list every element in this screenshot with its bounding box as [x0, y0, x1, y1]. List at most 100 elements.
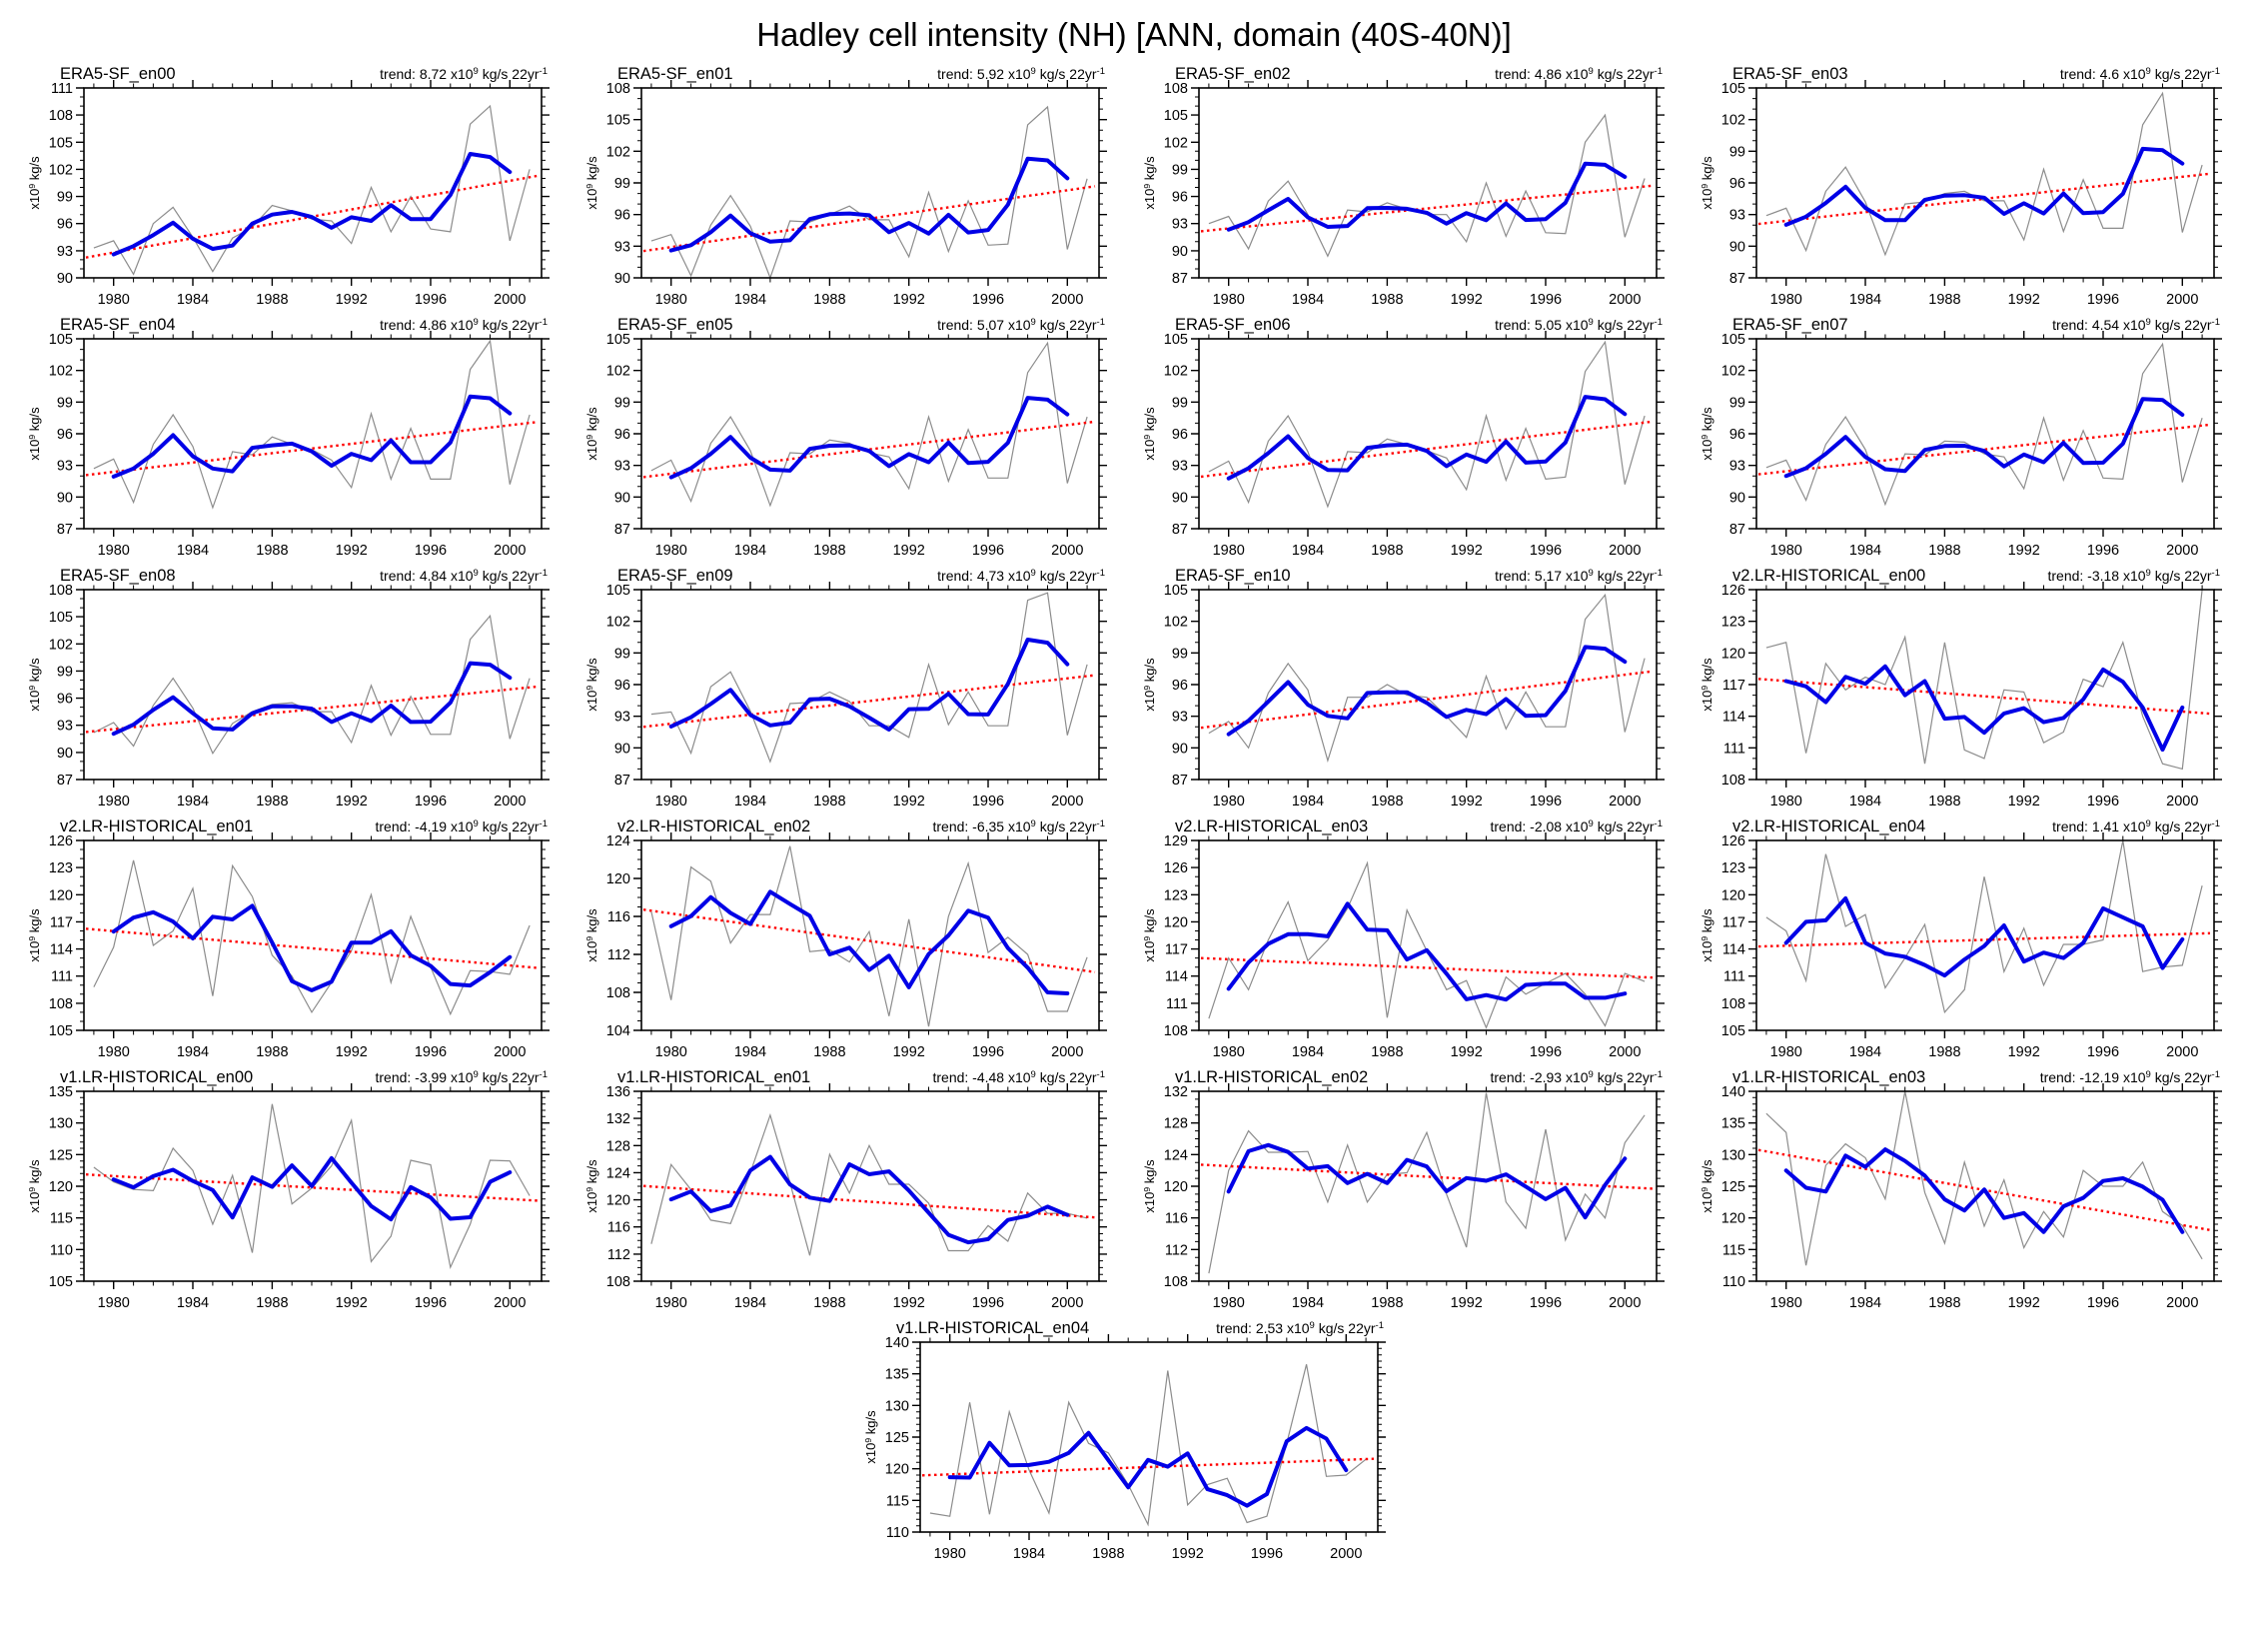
x-tick-label: 1984 [734, 1044, 766, 1060]
panel-row: ERA5-SF_en00 trend: 8.72 x109 kg/s 22yr-… [0, 64, 2268, 315]
x-tick-label: 1996 [972, 543, 1004, 559]
x-tick-label: 1984 [734, 543, 766, 559]
smoothed-series-line [1783, 664, 2185, 753]
annual-series-line [1208, 340, 1646, 509]
annual-series-line [1765, 590, 2203, 771]
trend-annotation: trend: 5.05 x109 kg/s 22yr-1 [1495, 317, 1663, 333]
annual-series-line [1765, 91, 2203, 257]
x-tick-label: 1980 [98, 794, 130, 810]
x-tick-label: 1980 [655, 1044, 687, 1060]
y-tick-label: 114 [50, 942, 73, 958]
x-tick-label: 1984 [177, 1044, 209, 1060]
x-tick-label: 1980 [1213, 1044, 1245, 1060]
y-tick-label: 105 [1721, 81, 1745, 97]
trend-line [85, 685, 539, 734]
y-axis-label: x109 kg/s [1700, 1159, 1714, 1213]
x-tick-labels: 1980 1984 1988 1992 1996 2000 [98, 1295, 527, 1311]
x-tick-label: 1996 [415, 543, 447, 559]
annual-series-line [1765, 1091, 2203, 1266]
x-tick-label: 1996 [1530, 292, 1562, 308]
tick-marks [1191, 331, 1665, 537]
chart-era5-sf-en05: ERA5-SF_en05 trend: 5.07 x109 kg/s 22yr-… [584, 316, 1107, 559]
y-tick-label: 130 [49, 1116, 73, 1132]
y-tick-label: 99 [57, 395, 73, 411]
y-tick-label: 96 [1172, 678, 1188, 694]
x-tick-label: 2000 [494, 1295, 526, 1311]
y-tick-label: 90 [1729, 490, 1745, 506]
y-tick-label: 130 [885, 1398, 909, 1414]
y-tick-label: 87 [1729, 522, 1745, 538]
trend-annotation: trend: -2.08 x109 kg/s 22yr-1 [1490, 818, 1663, 834]
y-tick-label: 105 [49, 332, 73, 348]
panel-era5-sf-en08: ERA5-SF_en08 trend: 4.84 x109 kg/s 22yr-… [24, 566, 571, 815]
tick-marks [76, 80, 550, 286]
panel-title: ERA5-SF_en04 [60, 316, 176, 334]
plot-frame [83, 589, 543, 781]
y-tick-label: 135 [49, 1084, 73, 1100]
y-tick-label: 112 [607, 1247, 630, 1263]
trend-annotation: trend: 4.73 x109 kg/s 22yr-1 [937, 568, 1105, 584]
y-tick-label: 120 [1164, 914, 1188, 930]
y-tick-labels: 108 111 114 117 120 123 126 129 [1164, 833, 1188, 1039]
y-tick-label: 96 [1729, 176, 1745, 192]
x-tick-label: 1992 [1451, 1044, 1483, 1060]
y-axis-label: x109 kg/s [1700, 407, 1714, 461]
y-tick-label: 96 [614, 427, 630, 443]
y-tick-label: 130 [1721, 1147, 1745, 1163]
x-tick-label: 2000 [2166, 543, 2198, 559]
annual-series-line [1208, 113, 1646, 258]
y-tick-labels: 105 108 111 114 117 120 123 126 [49, 833, 73, 1039]
y-tick-label: 90 [614, 490, 630, 506]
y-tick-label: 102 [1721, 113, 1745, 129]
panel-v1-lr-historical-en00: v1.LR-HISTORICAL_en00 trend: -3.99 x109 … [24, 1067, 571, 1317]
y-tick-label: 99 [57, 664, 73, 680]
x-tick-label: 1980 [1770, 1295, 1802, 1311]
trend-line [1200, 184, 1654, 233]
y-tick-label: 105 [49, 610, 73, 626]
plot-frame [919, 1341, 1379, 1533]
x-tick-labels: 1980 1984 1988 1992 1996 2000 [1213, 1295, 1642, 1311]
y-tick-label: 115 [50, 1211, 73, 1227]
y-tick-label: 111 [1723, 969, 1745, 985]
y-tick-label: 124 [606, 1165, 630, 1181]
x-tick-labels: 1980 1984 1988 1992 1996 2000 [1770, 292, 2199, 308]
y-tick-label: 93 [614, 239, 630, 255]
y-axis-label: x109 kg/s [1142, 156, 1157, 210]
smoothed-series-line [668, 889, 1070, 995]
x-tick-label: 2000 [2166, 1044, 2198, 1060]
y-tick-labels: 87 90 93 96 99 102 105 [606, 583, 630, 789]
x-tick-label: 2000 [494, 543, 526, 559]
x-tick-label: 1992 [1172, 1546, 1204, 1562]
x-tick-labels: 1980 1984 1988 1992 1996 2000 [934, 1546, 1363, 1562]
panel-title: ERA5-SF_en10 [1175, 567, 1291, 585]
y-tick-label: 136 [606, 1084, 630, 1100]
x-tick-label: 1984 [1292, 794, 1324, 810]
smoothed-series-line [111, 152, 513, 257]
y-tick-label: 87 [1172, 271, 1188, 287]
x-tick-label: 2000 [1609, 1044, 1641, 1060]
chart-v2-lr-historical-en00: v2.LR-HISTORICAL_en00 trend: -3.18 x109 … [1700, 567, 2222, 810]
y-tick-label: 93 [57, 244, 73, 260]
y-tick-label: 117 [1165, 942, 1188, 958]
y-tick-label: 102 [606, 615, 630, 631]
smoothed-series-line [668, 638, 1070, 732]
y-tick-label: 126 [1164, 860, 1188, 876]
panel-v2-lr-historical-en01: v2.LR-HISTORICAL_en01 trend: -4.19 x109 … [24, 816, 571, 1066]
y-tick-label: 105 [1721, 332, 1745, 348]
x-tick-label: 1980 [1213, 543, 1245, 559]
annual-series-line [93, 859, 531, 1016]
x-tick-label: 1988 [1371, 543, 1403, 559]
x-tick-label: 1980 [1770, 794, 1802, 810]
y-tick-label: 120 [606, 1193, 630, 1209]
x-tick-labels: 1980 1984 1988 1992 1996 2000 [1213, 292, 1642, 308]
y-tick-label: 132 [606, 1111, 630, 1127]
y-tick-label: 120 [1721, 646, 1745, 662]
panels-grid: ERA5-SF_en00 trend: 8.72 x109 kg/s 22yr-… [0, 64, 2268, 1569]
panel-v2-lr-historical-en00: v2.LR-HISTORICAL_en00 trend: -3.18 x109 … [1697, 566, 2244, 815]
x-tick-label: 1984 [1013, 1546, 1045, 1562]
chart-v1-lr-historical-en01: v1.LR-HISTORICAL_en01 trend: -4.48 x109 … [584, 1068, 1107, 1311]
tick-marks [633, 331, 1107, 537]
y-tick-label: 96 [57, 692, 73, 708]
x-tick-label: 1984 [1292, 1044, 1324, 1060]
x-tick-labels: 1980 1984 1988 1992 1996 2000 [1213, 794, 1642, 810]
